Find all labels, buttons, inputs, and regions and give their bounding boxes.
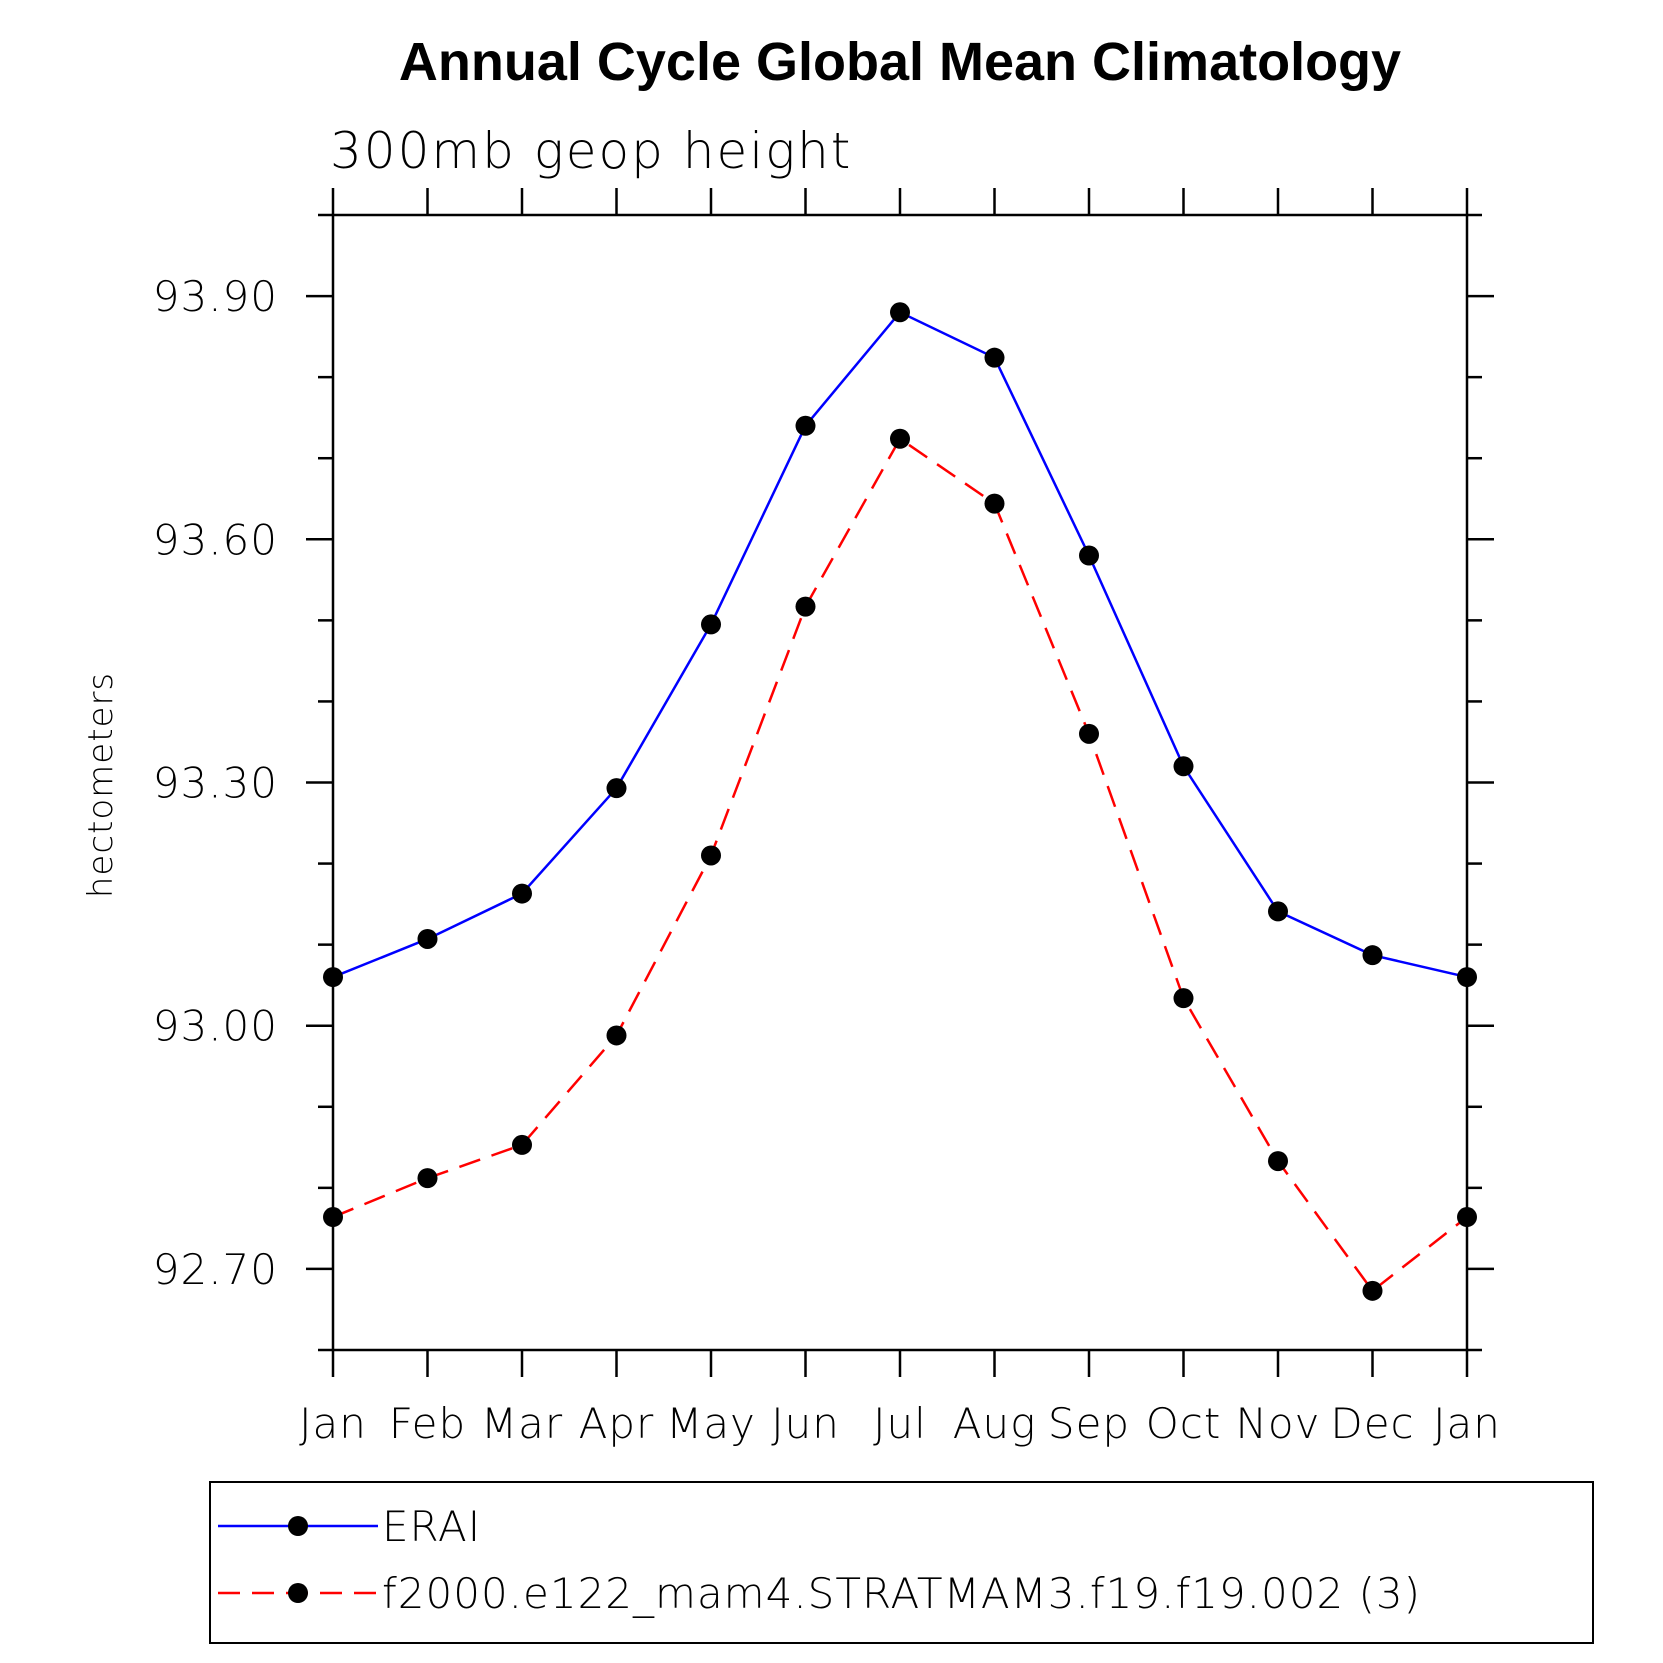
x-tick-label: Oct xyxy=(1146,1399,1222,1448)
y-axis-label: hectometers xyxy=(81,672,121,898)
series-2-point xyxy=(323,1207,343,1228)
legend-marker-2 xyxy=(288,1583,308,1603)
series-2-point xyxy=(512,1134,532,1155)
data-series xyxy=(323,302,1477,1301)
x-tick-label: Apr xyxy=(579,1399,655,1448)
legend-label-1: ERAI xyxy=(382,1502,481,1551)
series-2-point xyxy=(1173,988,1194,1009)
series-1-point xyxy=(1457,967,1477,988)
series-1-point xyxy=(512,883,532,904)
x-tick-label: Jan xyxy=(1433,1399,1501,1448)
legend-label-2: f2000.e122_mam4.STRATMAM3.f19.f19.002 (3… xyxy=(382,1569,1421,1618)
series-1-point xyxy=(701,614,721,635)
x-tick-label: Aug xyxy=(953,1399,1037,1448)
y-tick-label: 93.00 xyxy=(153,1002,278,1051)
plot-frame xyxy=(331,213,1469,1352)
series-2-point xyxy=(606,1025,627,1046)
y-tick-label: 93.90 xyxy=(153,272,278,321)
series-1-point xyxy=(984,347,1005,368)
series-1-point xyxy=(606,778,627,799)
x-tick-label: Mar xyxy=(481,1399,563,1448)
x-tick-label: Dec xyxy=(1330,1399,1414,1448)
series-line-1 xyxy=(332,310,1468,979)
series-2-point xyxy=(1079,723,1099,744)
y-tick-label: 93.60 xyxy=(153,515,278,564)
series-1-point xyxy=(795,415,816,436)
legend-marker-1 xyxy=(288,1516,308,1536)
legend-box xyxy=(209,1481,1594,1644)
plot-area: Jan Feb Mar Apr May Jun Jul Aug Sep Oct Nov Dec Jan 9… xyxy=(153,188,1501,1448)
series-1-point xyxy=(417,928,438,949)
series-2-point xyxy=(795,596,816,617)
x-tick-label: Jan xyxy=(299,1399,367,1448)
series-1-point xyxy=(1079,545,1099,566)
series-1-point xyxy=(1362,945,1383,966)
series-line-2 xyxy=(332,436,1468,1293)
series-2-point xyxy=(984,493,1005,514)
series-2-point xyxy=(1457,1207,1477,1228)
y-tick-label: 93.30 xyxy=(153,759,278,808)
series-2-point xyxy=(890,428,910,449)
series-2-point xyxy=(1268,1151,1288,1172)
series-1-point xyxy=(1268,901,1288,922)
series-1-point xyxy=(1173,756,1194,777)
series-2-point xyxy=(417,1168,438,1189)
series-2-point xyxy=(1362,1280,1383,1301)
x-tick-label: Jun xyxy=(771,1399,840,1448)
x-tick-label: Feb xyxy=(389,1399,466,1448)
chart-title: Annual Cycle Global Mean Climatology xyxy=(399,32,1401,92)
series-1-point xyxy=(323,967,343,988)
x-tick-label: Nov xyxy=(1236,1399,1321,1448)
x-tick-label: May xyxy=(666,1399,756,1448)
series-2-point xyxy=(701,845,721,866)
legend: ERAI f2000.e122_mam4.STRATMAM3.f19.f19.00… xyxy=(209,1481,1594,1644)
x-tick-label: Sep xyxy=(1048,1399,1130,1448)
x-tick-label: Jul xyxy=(873,1399,927,1448)
series-1-point xyxy=(890,302,910,323)
chart-subtitle: 300mb geop height xyxy=(330,122,852,180)
y-tick-label: 92.70 xyxy=(153,1245,278,1294)
